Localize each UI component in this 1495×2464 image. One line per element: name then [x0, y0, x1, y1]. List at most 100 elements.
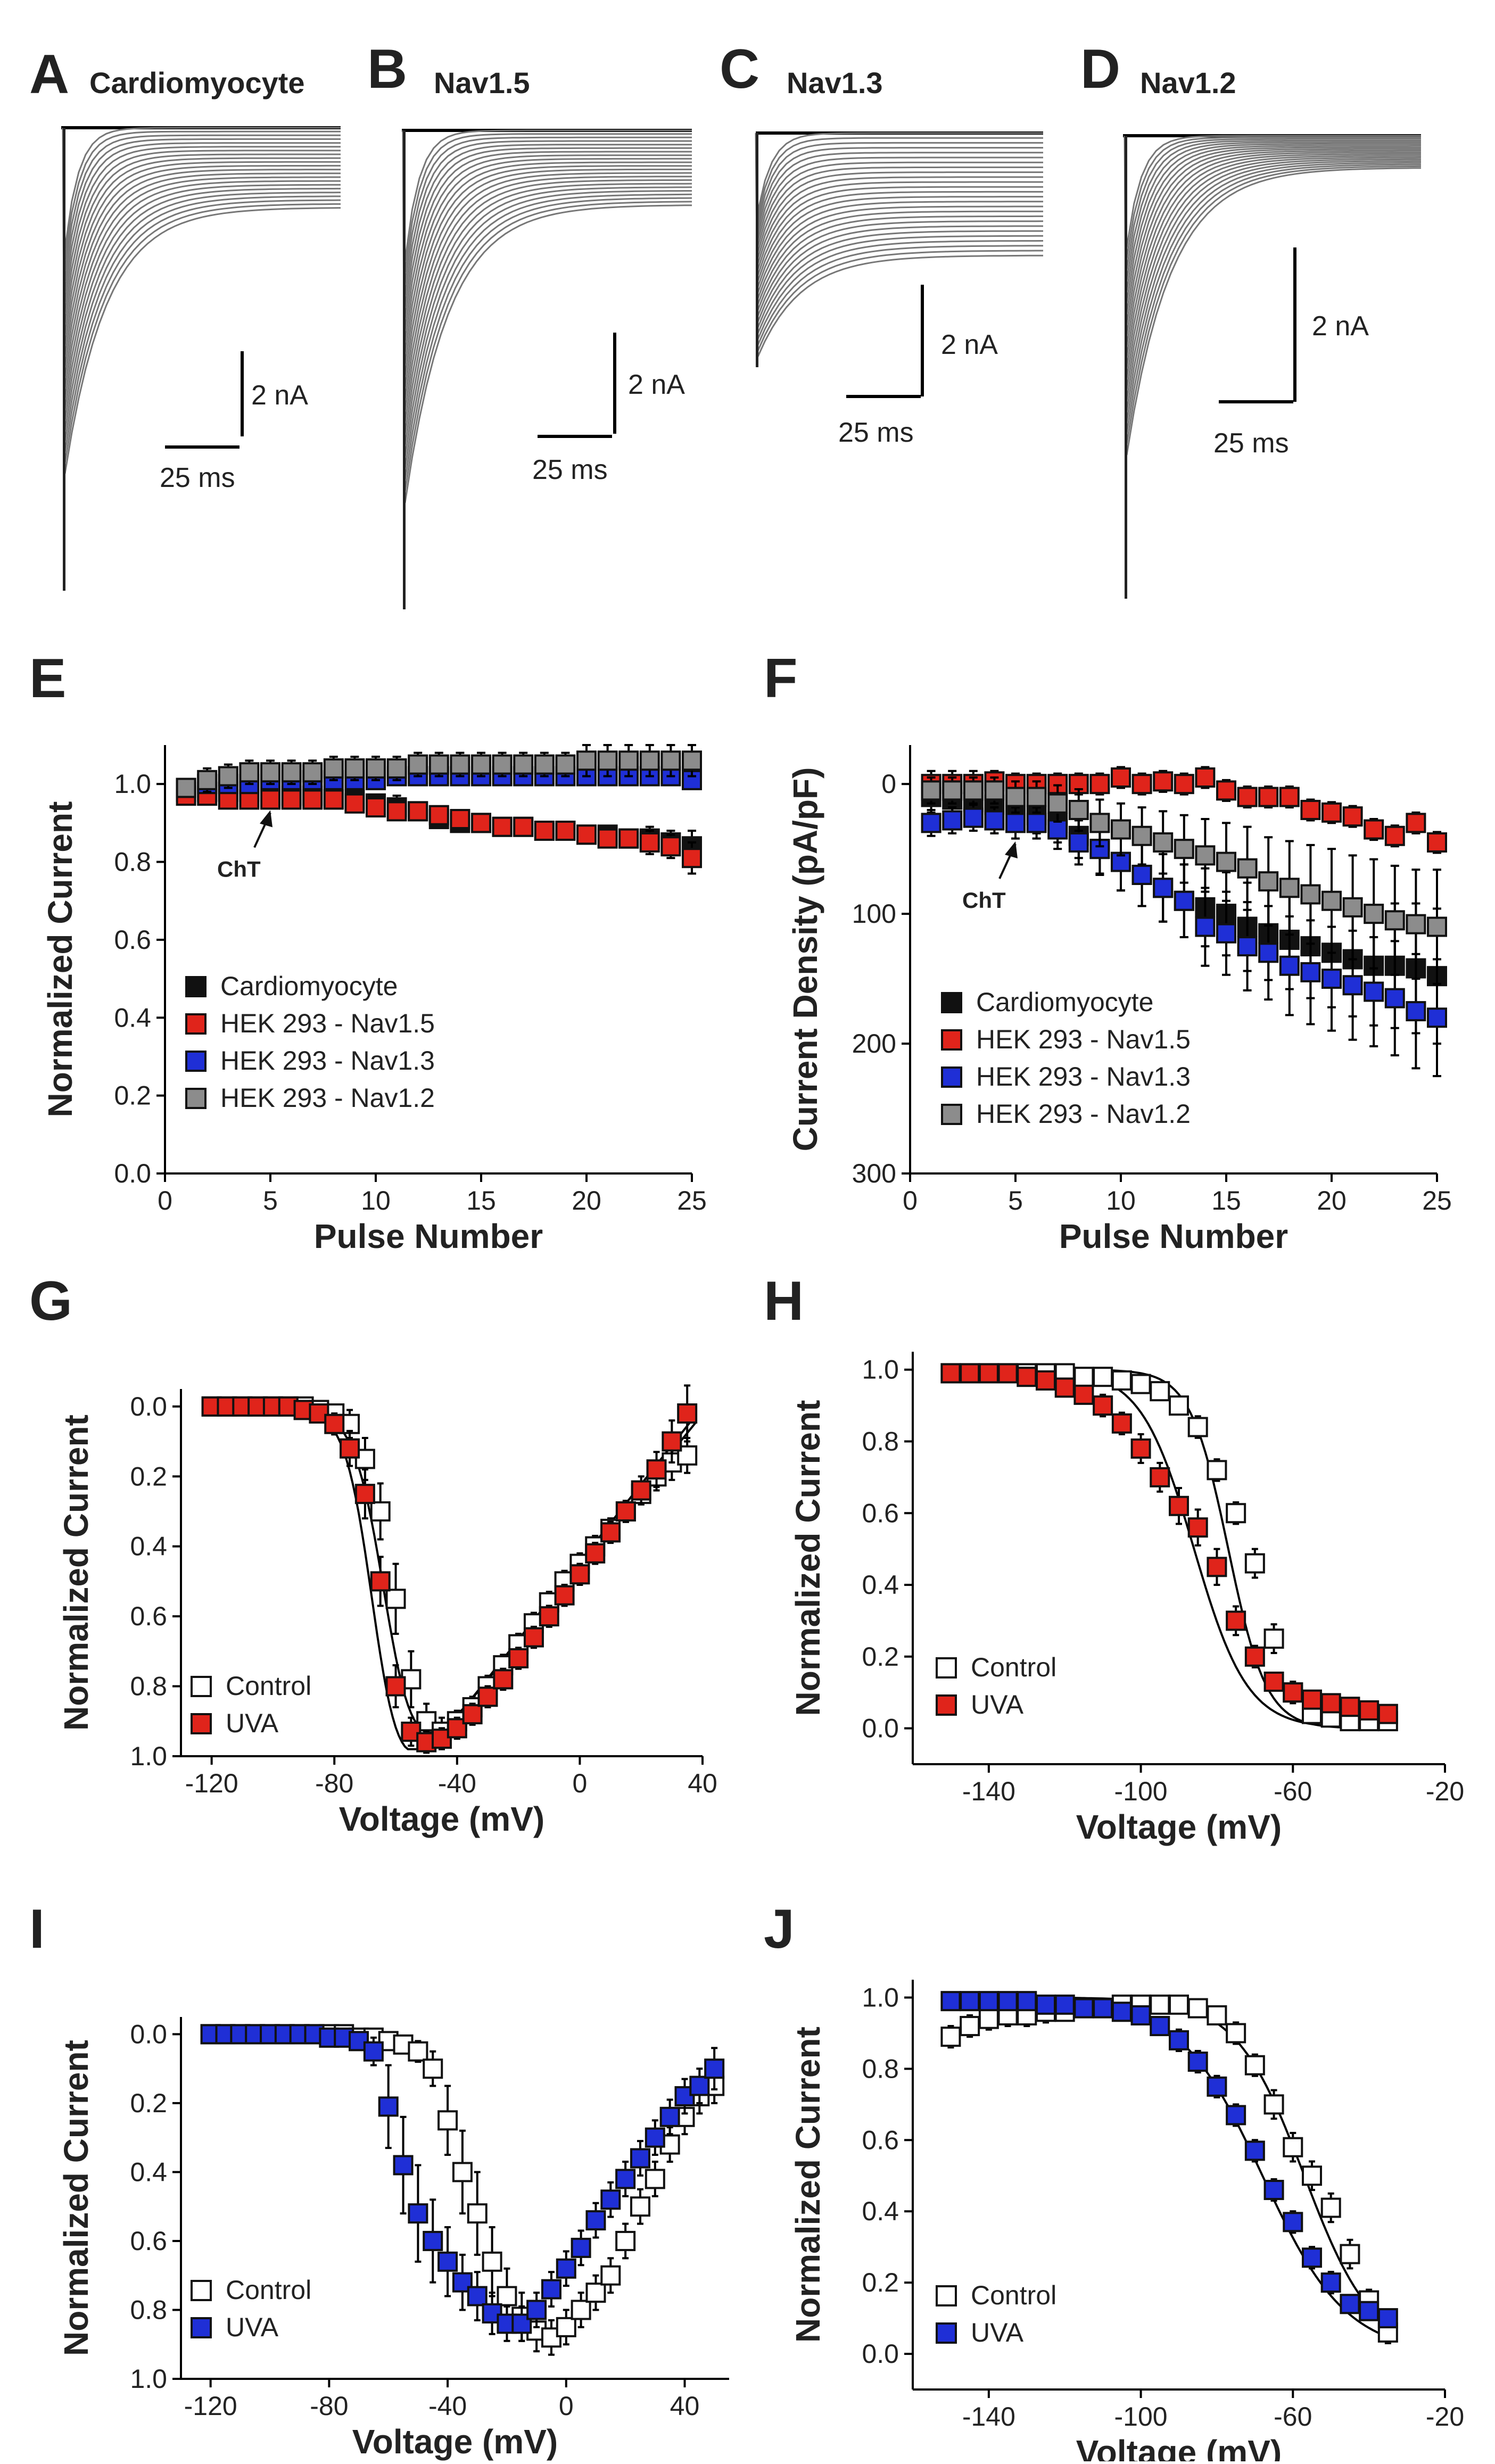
y-axis-label-j: Normalized Current — [789, 2027, 827, 2343]
data-point — [1169, 1395, 1189, 1416]
data-point — [1017, 1367, 1037, 1387]
data-point — [1207, 2076, 1227, 2097]
panel-letter-h: H — [764, 1270, 804, 1332]
panel-letter-i: I — [29, 1898, 45, 1960]
annotation-arrowhead — [260, 810, 272, 828]
data-point — [437, 2251, 458, 2272]
data-point — [1073, 1367, 1094, 1387]
legend-label: UVA — [971, 2318, 1024, 2347]
legend-swatch — [185, 1051, 207, 1072]
data-point — [1131, 825, 1152, 846]
data-point — [1005, 813, 1026, 833]
data-point — [1111, 1370, 1132, 1391]
y-tick-label-j: 0.2 — [862, 2268, 899, 2297]
data-point — [344, 758, 365, 779]
legend-label: Control — [971, 1652, 1056, 1682]
panel-title-b: Nav1.5 — [434, 66, 530, 100]
y-tick-label-e: 0.6 — [114, 925, 151, 955]
series-g — [201, 1384, 698, 1754]
data-point — [1340, 2294, 1360, 2314]
x-tick-label-i: -80 — [310, 2391, 348, 2421]
data-point — [1130, 1438, 1151, 1459]
data-point — [1153, 771, 1174, 792]
data-point — [1364, 819, 1384, 840]
scale-label-current-d: 2 nA — [1312, 311, 1369, 342]
x-tick-label-h: -20 — [1426, 1776, 1464, 1806]
data-point — [1131, 774, 1152, 795]
scale-label-time-d: 25 ms — [1213, 428, 1289, 459]
data-point — [1321, 890, 1342, 911]
data-point — [940, 1363, 961, 1384]
data-point — [370, 1501, 391, 1522]
data-point — [482, 2251, 502, 2272]
data-point — [1263, 2180, 1284, 2201]
series-i — [200, 2024, 725, 2342]
data-point — [600, 2265, 621, 2286]
x-axis-label-j: Voltage (mV) — [1076, 2433, 1282, 2461]
data-point — [645, 2127, 665, 2148]
data-point — [1153, 878, 1174, 898]
panel-c: C Nav1.3 2 nA 25 ms — [720, 38, 1044, 448]
data-point — [349, 2031, 369, 2052]
data-point — [1320, 1693, 1341, 1714]
data-point — [600, 1522, 621, 1543]
trace-family-c — [755, 131, 1044, 367]
data-point — [921, 813, 941, 833]
data-point — [1073, 1998, 1094, 2019]
data-point — [1340, 2244, 1360, 2264]
data-point — [1342, 806, 1363, 827]
data-point — [302, 762, 323, 783]
legend-swatch — [936, 1657, 957, 1679]
data-point — [323, 789, 344, 810]
data-point — [1047, 793, 1068, 814]
scale-label-current-a: 2 nA — [251, 380, 308, 411]
panel-title-d: Nav1.2 — [1140, 66, 1236, 100]
data-point — [386, 801, 407, 822]
y-tick-label-e: 0.2 — [114, 1081, 151, 1111]
panel-letter-d: D — [1080, 38, 1120, 100]
data-point — [940, 1991, 961, 2012]
data-point — [1111, 819, 1131, 840]
data-point — [1195, 767, 1216, 788]
panel-title-c: Nav1.3 — [787, 66, 883, 100]
chart-e: 0 5 10 15 20 25 0.0 0.2 0.4 0.6 0.8 1.0 Pulse Number… — [41, 744, 707, 1255]
data-point — [497, 2286, 517, 2306]
x-tick-label-j: -100 — [1114, 2402, 1168, 2432]
data-point — [1427, 1007, 1447, 1028]
data-point — [539, 1606, 559, 1627]
data-point — [1111, 767, 1131, 788]
x-tick-label-h: -100 — [1114, 1776, 1168, 1806]
data-point — [408, 801, 428, 822]
panel-letter-e: E — [29, 648, 66, 709]
data-point — [508, 1648, 529, 1668]
annotation-arrowhead — [1005, 841, 1018, 858]
x-tick-label-f: 10 — [1106, 1186, 1136, 1216]
data-point — [1364, 904, 1384, 924]
legend-swatch — [941, 1066, 962, 1088]
trace-family-a — [61, 126, 341, 591]
data-point — [1258, 871, 1279, 892]
data-point — [428, 805, 449, 825]
data-point — [467, 2203, 488, 2224]
y-axis-label-f: Current Density (pA/pF) — [786, 767, 824, 1152]
data-point — [631, 1480, 651, 1501]
x-axis-label-i: Voltage (mV) — [352, 2422, 558, 2461]
data-point — [1195, 916, 1216, 937]
data-point — [492, 754, 513, 775]
data-point — [218, 766, 238, 787]
data-point — [1406, 914, 1426, 935]
data-point — [1093, 1395, 1113, 1416]
data-point — [600, 2189, 621, 2210]
data-point — [597, 828, 618, 849]
y-tick-label-e: 0.0 — [114, 1159, 151, 1188]
data-point — [1150, 2016, 1170, 2037]
data-point — [1150, 1467, 1170, 1487]
data-point — [1406, 1001, 1426, 1022]
data-point — [1005, 787, 1026, 807]
data-point — [597, 750, 618, 771]
data-point — [1226, 1503, 1246, 1524]
data-point — [960, 1991, 980, 2012]
x-tick-label-f: 25 — [1422, 1186, 1452, 1216]
y-tick-label-j: 0.4 — [862, 2196, 899, 2226]
